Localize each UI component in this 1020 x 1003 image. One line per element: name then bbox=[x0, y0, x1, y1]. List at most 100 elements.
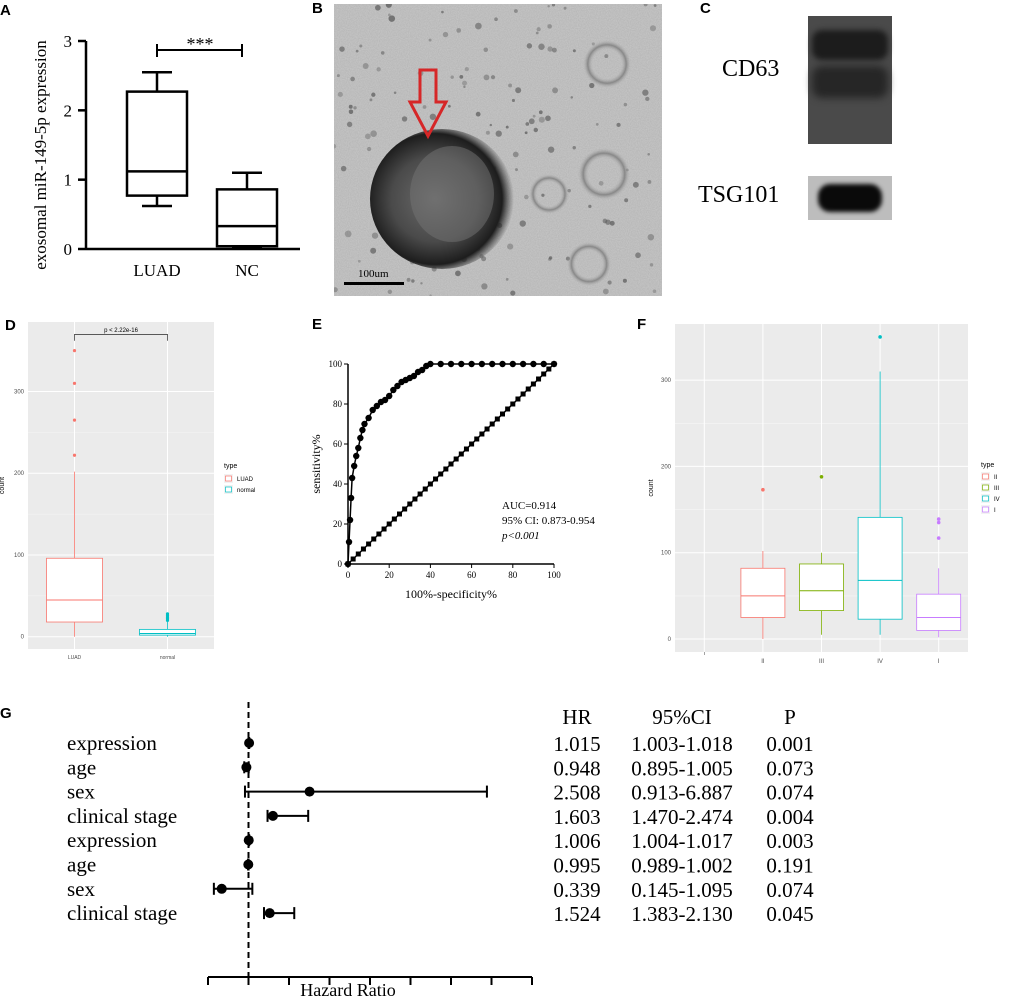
roc-point bbox=[353, 452, 360, 460]
box-luad bbox=[46, 557, 103, 623]
hr-value: 0.995 bbox=[553, 854, 600, 878]
y-tick-label: 3 bbox=[64, 32, 73, 51]
x-axis-title: Hazard Ratio bbox=[300, 980, 395, 1000]
roc-point bbox=[509, 360, 516, 368]
roc-point bbox=[550, 360, 558, 368]
roc-point bbox=[348, 474, 356, 482]
roc-point bbox=[478, 360, 486, 368]
roc-point bbox=[344, 560, 352, 568]
panel-label-f: F bbox=[637, 316, 647, 333]
reference-point bbox=[376, 531, 382, 537]
ci-annotation: 95% CI: 0.873-0.954 bbox=[502, 515, 595, 527]
p-value: 0.001 bbox=[766, 732, 813, 756]
outlier-point bbox=[936, 520, 941, 525]
x-tick-label: II bbox=[761, 659, 765, 665]
reference-point bbox=[355, 551, 361, 557]
x-tick-label: LUAD bbox=[133, 261, 180, 280]
reference-point bbox=[350, 556, 356, 562]
roc-point bbox=[410, 372, 418, 380]
hr-value: 0.339 bbox=[553, 878, 600, 902]
reference-point bbox=[381, 526, 387, 532]
ci-value: 1.003-1.018 bbox=[631, 732, 733, 756]
roc-point bbox=[390, 386, 397, 394]
roc-point bbox=[499, 360, 506, 368]
x-tick-label: 40 bbox=[426, 570, 436, 580]
legend-key bbox=[225, 486, 232, 493]
reference-point bbox=[474, 436, 480, 442]
row-label: clinical stage bbox=[67, 901, 177, 925]
blot-band-cd63 bbox=[808, 16, 892, 144]
p-value: 0.045 bbox=[766, 902, 813, 926]
reference-point bbox=[536, 376, 542, 382]
box-stage-iv bbox=[857, 516, 903, 620]
outlier-point bbox=[72, 453, 77, 457]
roc-point bbox=[447, 360, 455, 368]
reference-point bbox=[500, 411, 505, 417]
x-tick-label: 20 bbox=[385, 570, 395, 580]
roc-point bbox=[394, 382, 401, 390]
hr-point bbox=[304, 786, 315, 797]
hr-point bbox=[244, 738, 255, 748]
outlier-point bbox=[72, 381, 77, 385]
hr-value: 1.006 bbox=[553, 829, 600, 853]
reference-point bbox=[463, 446, 469, 452]
roc-point bbox=[355, 444, 362, 452]
reference-point bbox=[520, 391, 526, 397]
panel-a-chart: 0 1 2 3 LUAD NC *** exosomal miR-149-5p express… bbox=[31, 32, 300, 280]
y-tick-label: 100 bbox=[329, 359, 343, 369]
roc-point bbox=[350, 462, 358, 470]
scale-bar-label: 100um bbox=[358, 268, 389, 280]
reference-point bbox=[458, 451, 464, 457]
legend-label: normal bbox=[237, 488, 255, 494]
reference-point bbox=[360, 546, 366, 552]
roc-point bbox=[437, 360, 444, 368]
reference-point bbox=[427, 481, 433, 487]
reference-point bbox=[407, 501, 413, 507]
roc-point bbox=[458, 360, 465, 368]
x-tick-label: IV bbox=[877, 659, 883, 665]
legend-title: type bbox=[224, 463, 237, 470]
legend-label: IV bbox=[994, 497, 1000, 503]
table-header: 95%CI bbox=[652, 705, 712, 729]
reference-point bbox=[412, 496, 418, 502]
legend-key bbox=[982, 484, 989, 491]
reference-point bbox=[366, 541, 372, 547]
ci-value: 0.895-1.005 bbox=[631, 756, 733, 780]
y-tick-label: 300 bbox=[661, 378, 672, 384]
roc-point bbox=[345, 538, 353, 546]
hr-point bbox=[243, 859, 254, 870]
legend-label: II bbox=[994, 475, 998, 481]
roc-point bbox=[365, 414, 372, 422]
row-label: clinical stage bbox=[67, 804, 177, 828]
x-tick-label: III bbox=[819, 659, 824, 665]
x-axis-title: 100%-specificity% bbox=[405, 587, 497, 601]
tem-micrograph bbox=[334, 4, 662, 296]
roc-point bbox=[346, 516, 354, 524]
hr-point bbox=[216, 883, 227, 894]
outlier-point bbox=[165, 612, 170, 616]
row-label: age bbox=[67, 755, 96, 779]
y-tick-label: 0 bbox=[21, 635, 25, 641]
outlier-point bbox=[936, 517, 941, 521]
p-value: 0.074 bbox=[766, 878, 814, 902]
reference-point bbox=[505, 406, 511, 412]
box-stage-i bbox=[916, 593, 962, 631]
reference-point bbox=[479, 431, 485, 437]
row-label: age bbox=[67, 853, 96, 877]
box-stage-ii bbox=[740, 567, 786, 618]
x-tick-label: I bbox=[938, 659, 940, 665]
box-luad bbox=[125, 90, 189, 197]
p-annotation: p<0.001 bbox=[501, 530, 540, 542]
significance-label: p < 2.22e-16 bbox=[104, 328, 139, 334]
microscopy-image: 100um bbox=[334, 4, 662, 296]
x-tick-label: 60 bbox=[467, 570, 477, 580]
roc-point bbox=[489, 360, 496, 368]
outlier-point bbox=[72, 418, 77, 422]
hr-point bbox=[264, 908, 275, 919]
panel-label-c: C bbox=[700, 0, 711, 17]
reference-point bbox=[433, 476, 439, 482]
row-label: sex bbox=[67, 780, 95, 804]
outlier-point bbox=[878, 335, 882, 339]
row-label: expression bbox=[67, 828, 157, 852]
y-tick-label: 20 bbox=[333, 519, 343, 529]
